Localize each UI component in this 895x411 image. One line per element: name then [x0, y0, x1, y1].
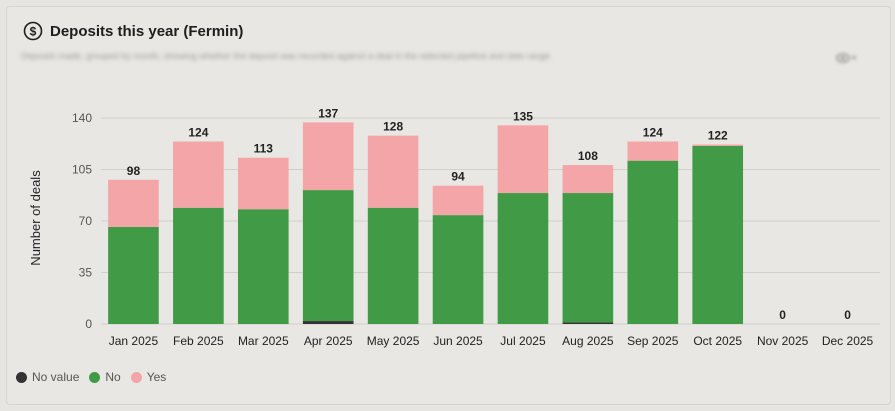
x-tick-label: Jun 2025: [433, 334, 483, 348]
x-tick-label: Dec 2025: [822, 334, 874, 348]
legend-swatch-yes: [130, 371, 142, 383]
bar-total-label: 135: [513, 109, 533, 123]
dollar-circle-icon: $: [23, 21, 43, 41]
y-tick-label: 140: [72, 111, 92, 125]
card-header: $ Deposits this year (Fermin): [23, 21, 243, 41]
bar-segment-yes[interactable]: Jun 2025 — Yes: 20: [432, 185, 484, 216]
bar-segment-yes[interactable]: Aug 2025 — Yes: 19: [562, 165, 614, 194]
x-tick-label: May 2025: [367, 334, 420, 348]
bar-segment-no-value[interactable]: Apr 2025 — No value: 2: [302, 321, 354, 324]
legend-swatch-no-value: [16, 371, 27, 383]
bars-layer: Jan 2025 — No: 66Jan 2025 — Yes: 32 Feb 2…: [108, 122, 744, 324]
x-tick-label: Jul 2025: [500, 334, 546, 348]
bar-segment-no[interactable]: Feb 2025 — No: 79: [173, 207, 224, 324]
y-tick-label: 0: [85, 317, 92, 331]
legend-label: No: [105, 370, 121, 384]
bar-segment-yes[interactable]: Sep 2025 — Yes: 13: [627, 141, 679, 161]
bar-segment-no[interactable]: Mar 2025 — No: 78: [237, 209, 289, 324]
bar-segment-no[interactable]: Oct 2025 — No: 121: [692, 145, 744, 324]
bar-segment-yes[interactable]: Mar 2025 — Yes: 35: [237, 157, 289, 210]
bar-total-label: 94: [451, 170, 465, 184]
x-tick-label: Feb 2025: [173, 334, 224, 348]
bar-total-label: 122: [708, 128, 728, 142]
bar-segment-yes[interactable]: May 2025 — Yes: 49: [367, 135, 419, 208]
bar-total-label: 108: [578, 149, 598, 163]
bar-total-label: 98: [127, 164, 141, 178]
bar-segment-no[interactable]: May 2025 — No: 79: [367, 207, 419, 324]
labels-layer: 98 Jan 2025 124 Feb 2025 113 Mar 2025 137 Apr 2…: [109, 106, 874, 348]
bar-segment-yes[interactable]: Feb 2025 — Yes: 45: [173, 141, 224, 208]
y-axis-label: Number of deals: [28, 170, 43, 266]
bar-total-label: 124: [643, 126, 663, 140]
x-tick-label: Apr 2025: [304, 334, 353, 348]
bar-segment-no-value[interactable]: Aug 2025 — No value: 1: [562, 322, 614, 324]
legend-item-no-value[interactable]: No value: [16, 370, 79, 384]
bar-total-label: 0: [779, 308, 786, 322]
grid-layer: 0 35 70 105 140: [72, 111, 880, 331]
bar-segment-no[interactable]: Aug 2025 — No: 88: [562, 193, 614, 323]
eye-icon[interactable]: [833, 51, 859, 65]
x-tick-label: Sep 2025: [627, 334, 679, 348]
bar-total-label: 0: [844, 308, 851, 322]
legend-label: No value: [32, 370, 80, 384]
legend-item-yes[interactable]: Yes: [130, 370, 167, 384]
bar-total-label: 124: [188, 126, 208, 140]
bar-total-label: 137: [318, 106, 338, 120]
x-tick-label: Nov 2025: [757, 334, 809, 348]
chart-subtitle: Deposits made, grouped by month, showing…: [21, 51, 550, 61]
legend-label: Yes: [146, 370, 167, 384]
bar-segment-yes[interactable]: Jul 2025 — Yes: 46: [497, 125, 549, 194]
bar-segment-no[interactable]: Apr 2025 — No: 89: [302, 190, 354, 322]
x-tick-label: Aug 2025: [562, 334, 614, 348]
bar-segment-yes[interactable]: Oct 2025 — Yes: 1: [692, 144, 744, 146]
bar-segment-no[interactable]: Jun 2025 — No: 74: [432, 215, 484, 324]
bar-segment-yes[interactable]: Jan 2025 — Yes: 32: [108, 179, 159, 227]
bar-segment-yes[interactable]: Apr 2025 — Yes: 46: [302, 122, 354, 191]
bar-total-label: 113: [254, 142, 274, 156]
y-tick-label: 105: [72, 163, 92, 177]
chart-title: Deposits this year (Fermin): [50, 22, 244, 40]
bar-segment-no[interactable]: Jul 2025 — No: 89: [497, 193, 549, 324]
legend-swatch-no: [89, 371, 101, 383]
y-tick-label: 35: [79, 266, 93, 280]
bar-segment-no[interactable]: Jan 2025 — No: 66: [108, 226, 159, 324]
chart-legend: No value No Yes: [16, 370, 176, 384]
x-tick-label: Mar 2025: [238, 334, 289, 348]
x-tick-label: Oct 2025: [693, 334, 742, 348]
svg-text:$: $: [30, 24, 37, 38]
x-tick-label: Jan 2025: [109, 334, 159, 348]
bar-total-label: 128: [383, 120, 403, 134]
legend-item-no[interactable]: No: [89, 370, 121, 384]
y-tick-label: 70: [79, 214, 93, 228]
bar-segment-no[interactable]: Sep 2025 — No: 111: [627, 160, 679, 324]
